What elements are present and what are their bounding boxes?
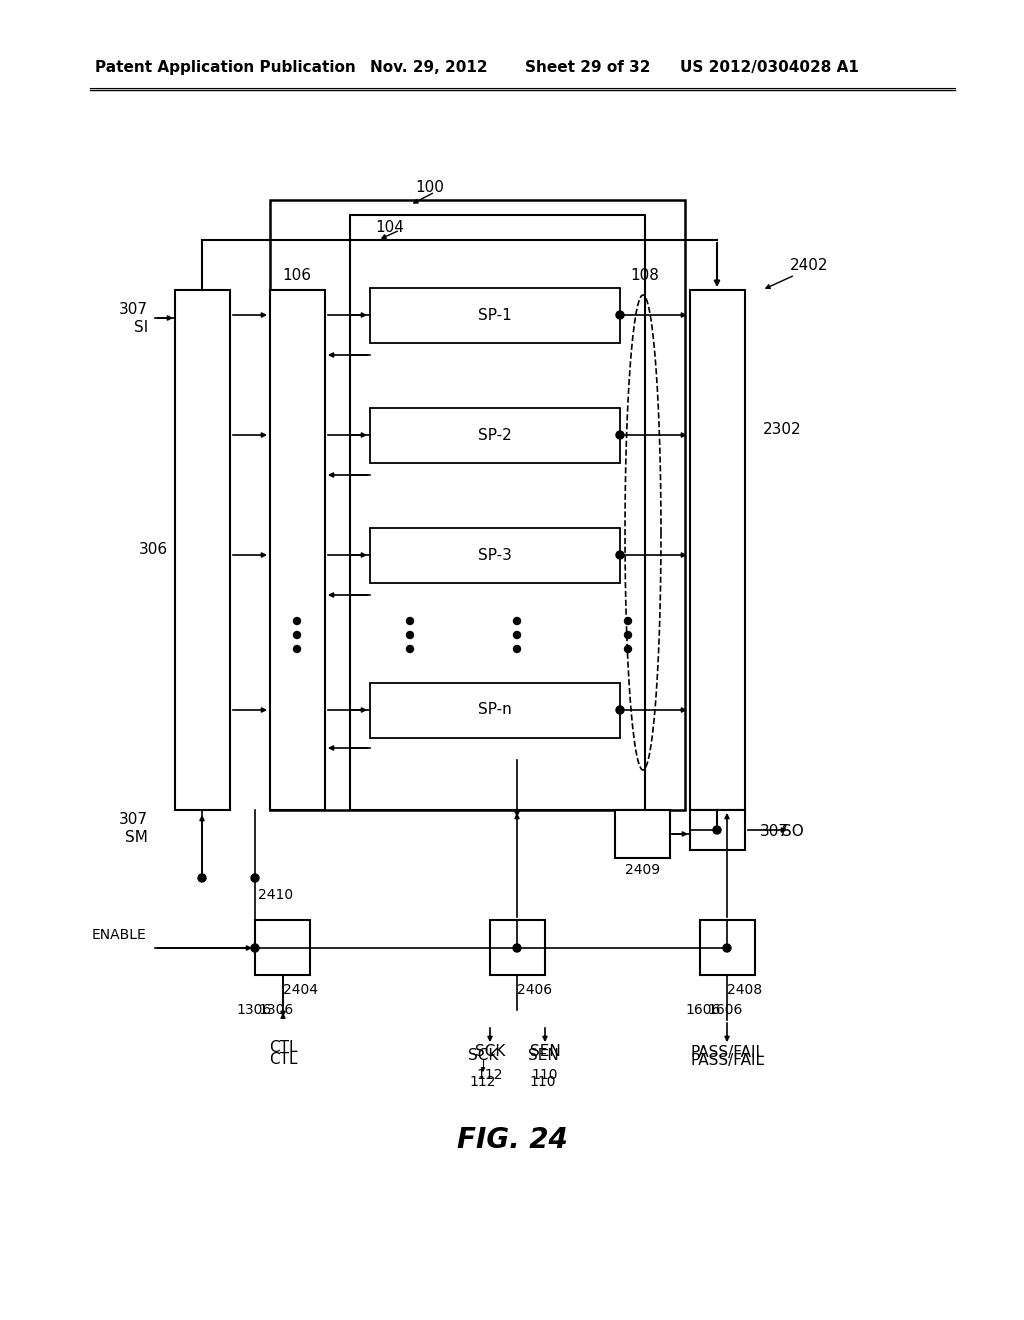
Text: 112: 112 bbox=[477, 1068, 503, 1082]
Text: 1606: 1606 bbox=[707, 1003, 742, 1016]
Text: CTL: CTL bbox=[268, 1040, 297, 1056]
Circle shape bbox=[513, 618, 520, 624]
Text: 2402: 2402 bbox=[790, 257, 828, 272]
Circle shape bbox=[625, 631, 632, 639]
Circle shape bbox=[616, 432, 624, 440]
Bar bbox=[270, 201, 685, 810]
Circle shape bbox=[616, 550, 624, 558]
Text: SO: SO bbox=[782, 825, 804, 840]
Circle shape bbox=[625, 618, 632, 624]
Text: FIG. 24: FIG. 24 bbox=[457, 1126, 567, 1154]
Text: SCK: SCK bbox=[468, 1048, 499, 1063]
Bar bbox=[490, 920, 545, 975]
Bar bbox=[370, 682, 620, 738]
Text: 2404: 2404 bbox=[283, 983, 317, 997]
Bar bbox=[370, 528, 620, 583]
Circle shape bbox=[294, 645, 300, 652]
Text: SP-n: SP-n bbox=[478, 702, 512, 718]
Text: PASS/FAIL: PASS/FAIL bbox=[690, 1044, 764, 1060]
Text: 108: 108 bbox=[631, 268, 659, 282]
Text: 307: 307 bbox=[119, 813, 148, 828]
Circle shape bbox=[294, 631, 300, 639]
Circle shape bbox=[251, 944, 259, 952]
Text: SP-1: SP-1 bbox=[478, 308, 512, 322]
Text: 1306: 1306 bbox=[236, 1003, 271, 1016]
Circle shape bbox=[625, 645, 632, 652]
Circle shape bbox=[723, 944, 731, 952]
Circle shape bbox=[513, 944, 521, 952]
Circle shape bbox=[616, 312, 624, 319]
Text: SM: SM bbox=[125, 830, 148, 846]
Bar bbox=[350, 215, 645, 810]
Text: 106: 106 bbox=[283, 268, 311, 282]
Text: 306: 306 bbox=[138, 543, 168, 557]
Circle shape bbox=[513, 631, 520, 639]
Text: CTL: CTL bbox=[268, 1052, 297, 1068]
Text: 1606: 1606 bbox=[685, 1003, 720, 1016]
Text: SEN: SEN bbox=[527, 1048, 558, 1063]
Text: 2302: 2302 bbox=[763, 422, 802, 437]
Text: 1306: 1306 bbox=[258, 1003, 293, 1016]
Circle shape bbox=[407, 645, 414, 652]
Text: 100: 100 bbox=[416, 181, 444, 195]
Bar bbox=[690, 810, 745, 850]
Text: 110: 110 bbox=[531, 1068, 558, 1082]
Circle shape bbox=[294, 618, 300, 624]
Text: Nov. 29, 2012: Nov. 29, 2012 bbox=[370, 59, 487, 75]
Circle shape bbox=[251, 874, 259, 882]
Bar bbox=[255, 920, 310, 975]
Text: 2409: 2409 bbox=[626, 863, 660, 876]
Text: SP-3: SP-3 bbox=[478, 548, 512, 562]
Text: SEN: SEN bbox=[529, 1044, 560, 1060]
Bar bbox=[270, 290, 325, 810]
Circle shape bbox=[713, 826, 721, 834]
Bar bbox=[615, 810, 670, 858]
Text: US 2012/0304028 A1: US 2012/0304028 A1 bbox=[680, 59, 859, 75]
Text: 110: 110 bbox=[529, 1074, 556, 1089]
Bar bbox=[690, 290, 745, 810]
Text: Patent Application Publication: Patent Application Publication bbox=[95, 59, 355, 75]
Circle shape bbox=[407, 631, 414, 639]
Bar bbox=[370, 408, 620, 463]
Text: 2410: 2410 bbox=[258, 888, 293, 902]
Text: 2406: 2406 bbox=[517, 983, 553, 997]
Bar bbox=[175, 290, 230, 810]
Bar bbox=[370, 288, 620, 343]
Text: SCK: SCK bbox=[475, 1044, 505, 1060]
Circle shape bbox=[407, 618, 414, 624]
Circle shape bbox=[513, 645, 520, 652]
Text: 2408: 2408 bbox=[727, 983, 763, 997]
Text: PASS/FAIL: PASS/FAIL bbox=[690, 1052, 764, 1068]
Text: 307: 307 bbox=[119, 302, 148, 318]
Circle shape bbox=[616, 706, 624, 714]
Text: 112: 112 bbox=[470, 1074, 497, 1089]
Text: SI: SI bbox=[134, 321, 148, 335]
Text: 104: 104 bbox=[376, 220, 404, 235]
Circle shape bbox=[198, 874, 206, 882]
Text: SP-2: SP-2 bbox=[478, 428, 512, 442]
Text: 307: 307 bbox=[760, 825, 790, 840]
Text: Sheet 29 of 32: Sheet 29 of 32 bbox=[525, 59, 650, 75]
Bar bbox=[700, 920, 755, 975]
Text: ENABLE: ENABLE bbox=[92, 928, 146, 942]
